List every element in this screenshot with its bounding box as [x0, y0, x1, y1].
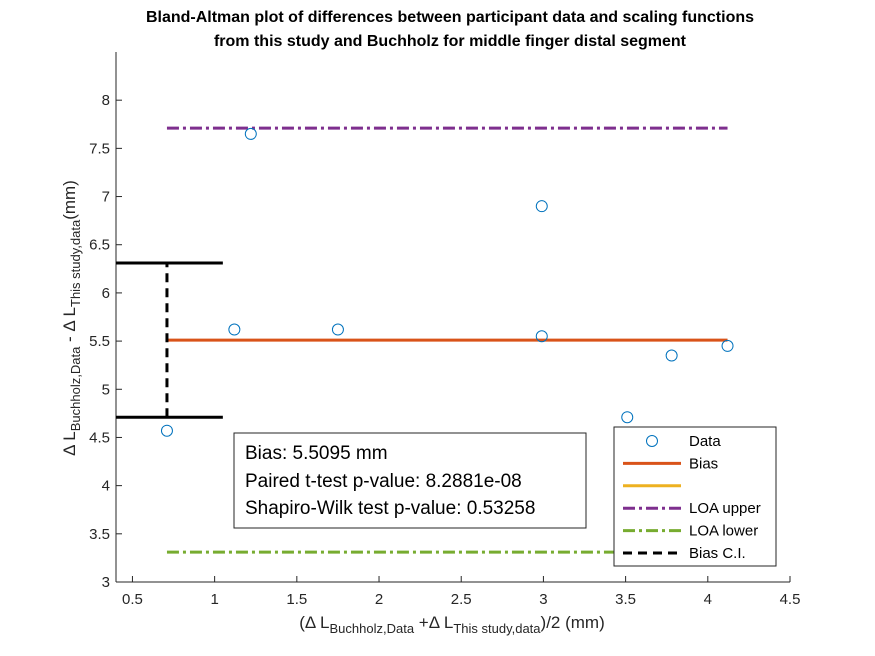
statistics-box-border	[233, 432, 587, 529]
y-tick-label: 5	[102, 381, 110, 398]
data-point	[535, 330, 548, 343]
data-point	[331, 323, 344, 336]
data-points	[160, 127, 734, 437]
data-point	[535, 200, 548, 213]
x-tick-label: 4.5	[780, 591, 801, 608]
x-tick-label: 0.5	[122, 591, 143, 608]
data-point	[244, 127, 257, 140]
data-point	[665, 349, 678, 362]
y-axis-ticks: 3 3.5 4 4.5 5 5.5 6 6.5 7 7.5 8	[89, 92, 122, 591]
x-axis-ticks: 0.5 1 1.5 2 2.5 3 3.5 4 4.5	[122, 576, 800, 608]
y-tick-label: 6.5	[89, 237, 110, 254]
t-test-annotation: Paired t-test p-value: 8.2881e-08	[245, 471, 522, 492]
y-tick-label: 7	[102, 189, 110, 206]
shapiro-wilk-annotation: Shapiro-Wilk test p-value: 0.53258	[245, 498, 535, 519]
x-tick-label: 2.5	[451, 591, 472, 608]
y-axis-label: Δ LBuchholz,Data - Δ LThis study,data(mm…	[60, 180, 83, 456]
x-tick-label: 1	[210, 591, 218, 608]
x-tick-label: 3	[539, 591, 547, 608]
statistics-annotation-box: Bias: 5.5095 mm Paired t-test p-value: 8…	[233, 432, 587, 529]
y-tick-label: 3.5	[89, 526, 110, 543]
data-point	[721, 339, 734, 352]
legend-box	[613, 426, 777, 567]
legend-label-bias-c-i: Bias C.I.	[689, 545, 746, 562]
data-point	[228, 323, 241, 336]
y-tick-label: 4.5	[89, 429, 110, 446]
y-tick-label: 4	[102, 478, 110, 495]
data-point	[160, 424, 173, 437]
y-tick-label: 3	[102, 574, 110, 591]
y-tick-label: 8	[102, 92, 110, 109]
axes	[115, 52, 790, 583]
x-axis-label: (Δ LBuchholz,Data +Δ LThis study,data)/2…	[299, 613, 605, 636]
legend-swatch-data	[646, 435, 658, 447]
bias-annotation: Bias: 5.5095 mm	[245, 443, 388, 464]
data-point	[621, 411, 634, 424]
x-tick-label: 2	[375, 591, 383, 608]
chart-title-line-2: from this study and Buchholz for middle …	[214, 33, 687, 50]
x-tick-label: 1.5	[286, 591, 307, 608]
legend-label-data: Data	[689, 433, 721, 450]
y-tick-label: 6	[102, 285, 110, 302]
legend-label-loa-lower: LOA lower	[689, 523, 758, 540]
legend-label-loa-upper: LOA upper	[689, 500, 761, 517]
x-tick-label: 3.5	[615, 591, 636, 608]
y-tick-label: 7.5	[89, 140, 110, 157]
chart-title-line-1: Bland-Altman plot of differences between…	[146, 9, 754, 26]
x-tick-label: 4	[704, 591, 712, 608]
legend: Data Bias LOA upper LOA lower Bias C.I.	[613, 426, 777, 567]
y-tick-label: 5.5	[89, 333, 110, 350]
legend-label-bias: Bias	[689, 455, 718, 472]
